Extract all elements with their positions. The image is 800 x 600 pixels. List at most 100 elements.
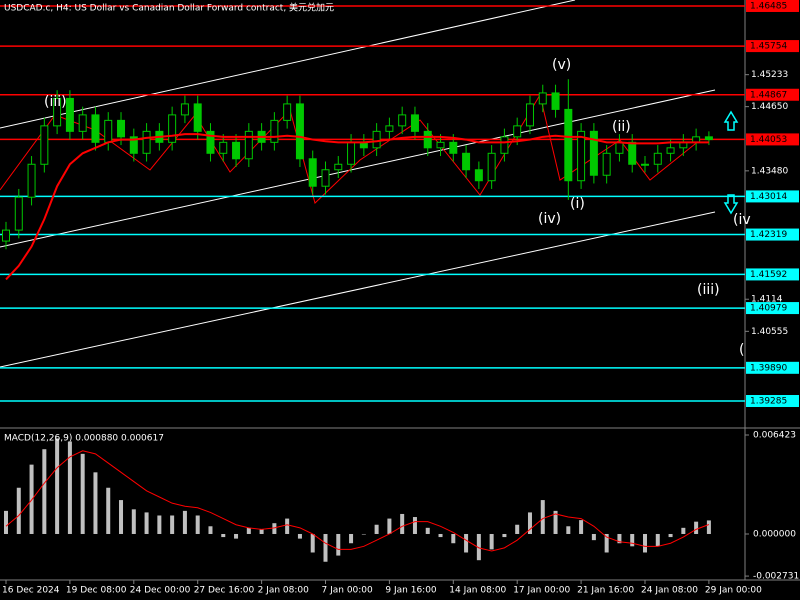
candle-body bbox=[500, 136, 509, 154]
candle-body bbox=[589, 130, 598, 176]
macd-bar bbox=[553, 510, 558, 534]
candle-body bbox=[704, 136, 713, 141]
macd-bar bbox=[55, 438, 60, 534]
level-tag bbox=[746, 88, 799, 101]
candle-body bbox=[206, 130, 215, 154]
candle-body bbox=[27, 163, 36, 198]
candle-body bbox=[525, 103, 534, 127]
wave-label: (iii) bbox=[44, 94, 67, 110]
y-tick-label: 1.45233 bbox=[751, 70, 788, 80]
level-tag bbox=[746, 40, 799, 53]
level-tag bbox=[746, 228, 799, 241]
macd-bar bbox=[591, 533, 596, 541]
wave-label: (ii) bbox=[612, 119, 631, 135]
y-tick-label: 1.43480 bbox=[751, 166, 788, 176]
candle-body bbox=[398, 114, 407, 127]
level-label: 1.44867 bbox=[750, 90, 787, 100]
macd-bar bbox=[464, 533, 469, 553]
level-label: 1.43014 bbox=[750, 192, 787, 202]
macd-bar bbox=[157, 515, 162, 534]
macd-bar bbox=[272, 523, 277, 534]
macd-bar bbox=[617, 533, 622, 544]
macd-bar bbox=[170, 515, 175, 534]
level-tag bbox=[746, 0, 799, 12]
level-label: 1.44053 bbox=[750, 135, 787, 145]
level-tag bbox=[746, 190, 799, 203]
macd-bar bbox=[195, 515, 200, 534]
macd-bar bbox=[579, 520, 584, 534]
macd-bar bbox=[16, 487, 21, 534]
candle-body bbox=[244, 130, 253, 160]
macd-bar bbox=[643, 533, 647, 553]
level-label: 1.39890 bbox=[750, 363, 787, 373]
macd-bar bbox=[246, 527, 251, 534]
macd-bar bbox=[93, 472, 98, 534]
level-tag bbox=[746, 302, 799, 315]
macd-bar bbox=[540, 500, 545, 534]
x-tick-label: 16 Dec 2024 bbox=[2, 586, 60, 596]
macd-bar bbox=[182, 510, 187, 534]
wave-label: (i) bbox=[570, 196, 585, 212]
channel-middle bbox=[0, 89, 716, 248]
x-tick-label: 7 Jan 00:00 bbox=[322, 586, 374, 596]
candle-body bbox=[65, 97, 74, 132]
x-tick-label: 24 Dec 00:00 bbox=[130, 586, 191, 596]
wave-label: (iv) bbox=[538, 211, 561, 227]
x-tick-label: 21 Jan 16:00 bbox=[577, 586, 634, 596]
candle-body bbox=[180, 103, 189, 116]
level-label: 1.46485 bbox=[750, 1, 787, 11]
candle-body bbox=[91, 114, 100, 143]
macd-bar bbox=[80, 453, 85, 534]
candle-body bbox=[551, 92, 560, 110]
level-tag bbox=[746, 395, 799, 408]
x-tick-label: 29 Jan 00:00 bbox=[705, 586, 762, 596]
candle-body bbox=[372, 130, 381, 149]
level-tag bbox=[746, 361, 799, 374]
candle-body bbox=[142, 130, 151, 154]
candle-body bbox=[653, 152, 662, 165]
macd-bar bbox=[527, 512, 532, 534]
level-label: 1.40979 bbox=[750, 304, 787, 314]
level-tag bbox=[746, 133, 799, 146]
macd-bar bbox=[119, 500, 124, 534]
chart-title: USDCAD.c, H4: US Dollar vs Canadian Doll… bbox=[4, 2, 334, 14]
candle-body bbox=[577, 130, 586, 182]
candle-body bbox=[168, 114, 177, 143]
x-tick-label: 14 Jan 08:00 bbox=[449, 586, 506, 596]
candle-body bbox=[628, 141, 637, 165]
macd-bar bbox=[438, 533, 443, 538]
candle-body bbox=[308, 158, 317, 187]
candle-body bbox=[334, 163, 343, 171]
candle-body bbox=[538, 92, 547, 105]
candle-body bbox=[513, 125, 522, 138]
macd-bar bbox=[310, 533, 315, 553]
level-label: 1.45754 bbox=[750, 42, 787, 52]
macd-bar bbox=[285, 518, 290, 534]
macd-bar bbox=[400, 513, 405, 534]
level-label: 1.39285 bbox=[750, 397, 787, 407]
macd-bar bbox=[694, 521, 699, 534]
wave-label: (v) bbox=[552, 57, 571, 73]
macd-bar bbox=[234, 533, 239, 539]
macd-bar bbox=[515, 524, 520, 534]
candle-body bbox=[193, 103, 202, 132]
candle-body bbox=[53, 97, 62, 127]
macd-bar bbox=[144, 512, 149, 534]
x-tick-label: 24 Jan 08:00 bbox=[641, 586, 698, 596]
macd-bar bbox=[349, 533, 354, 544]
macd-bar bbox=[604, 533, 609, 553]
x-tick-label: 9 Jan 16:00 bbox=[385, 586, 437, 596]
level-label: 1.42319 bbox=[750, 230, 787, 240]
candle-body bbox=[129, 136, 138, 154]
candle-body bbox=[602, 152, 611, 176]
macd-bar bbox=[668, 533, 673, 538]
candle-body bbox=[666, 147, 675, 154]
macd-title: MACD(12,26,9) 0.000880 0.000617 bbox=[4, 434, 164, 444]
candle-body bbox=[219, 141, 228, 154]
x-tick-label: 17 Jan 00:00 bbox=[513, 586, 570, 596]
x-tick-label: 27 Dec 16:00 bbox=[194, 586, 255, 596]
macd-bar bbox=[106, 487, 111, 534]
y-tick-label: -0.002731 bbox=[753, 572, 799, 582]
macd-bar bbox=[412, 517, 417, 534]
candle-body bbox=[347, 141, 356, 165]
